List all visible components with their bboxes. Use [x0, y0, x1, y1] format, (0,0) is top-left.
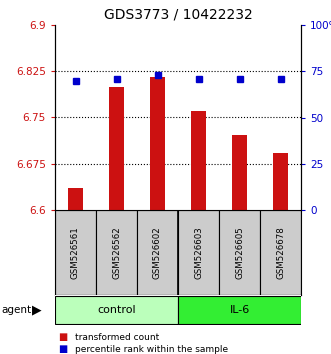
Text: GSM526562: GSM526562 — [112, 226, 121, 279]
Text: ■: ■ — [58, 344, 68, 354]
Bar — [137, 210, 178, 295]
Bar — [232, 135, 247, 210]
Text: GSM526602: GSM526602 — [153, 226, 162, 279]
Text: ■: ■ — [58, 332, 68, 342]
Text: GSM526605: GSM526605 — [235, 226, 244, 279]
Text: GSM526678: GSM526678 — [276, 226, 285, 279]
Bar — [178, 210, 219, 295]
Text: GSM526561: GSM526561 — [71, 226, 80, 279]
Text: IL-6: IL-6 — [229, 305, 250, 315]
Bar — [191, 112, 206, 210]
Bar — [55, 296, 178, 324]
Bar — [150, 78, 165, 210]
Bar — [219, 210, 260, 295]
Text: GSM526603: GSM526603 — [194, 226, 203, 279]
Text: ▶: ▶ — [32, 303, 41, 316]
Bar — [68, 188, 83, 210]
Bar — [260, 210, 301, 295]
Bar — [55, 210, 96, 295]
Text: control: control — [97, 305, 136, 315]
Text: transformed count: transformed count — [75, 332, 159, 342]
Text: percentile rank within the sample: percentile rank within the sample — [75, 344, 228, 354]
Bar — [109, 87, 124, 210]
Bar — [178, 296, 301, 324]
Text: agent: agent — [2, 305, 32, 315]
Title: GDS3773 / 10422232: GDS3773 / 10422232 — [104, 7, 252, 21]
Bar — [273, 153, 288, 210]
Bar — [96, 210, 137, 295]
